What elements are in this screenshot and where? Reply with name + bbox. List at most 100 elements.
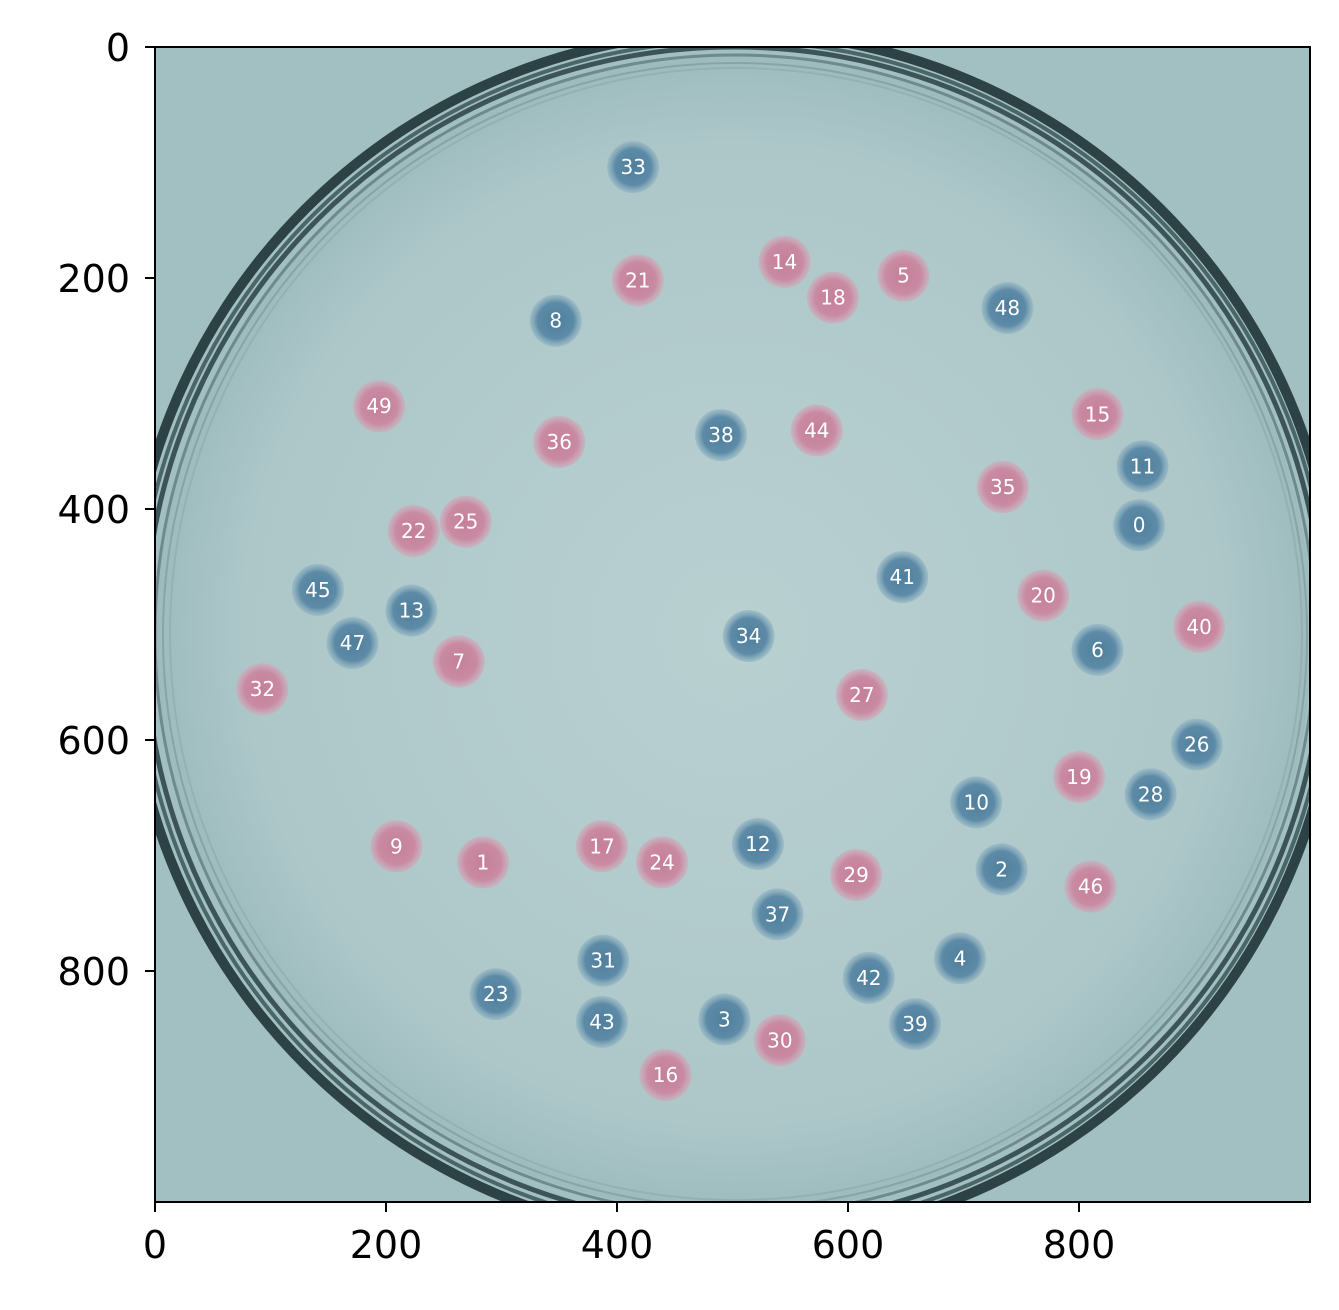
colony-marker: 37	[751, 888, 804, 941]
pink-colony	[790, 404, 843, 457]
axes-frame	[154, 46, 1311, 1203]
pink-colony	[370, 820, 423, 873]
blue-colony	[722, 610, 775, 663]
blue-colony	[1071, 623, 1124, 676]
colony-marker: 49	[353, 380, 406, 433]
blue-colony	[888, 998, 941, 1051]
colony-label: 20	[1030, 584, 1055, 608]
blue-colony	[1116, 440, 1169, 493]
pink-colony	[1064, 860, 1117, 913]
colony-label: 48	[995, 296, 1020, 320]
plate-rim	[155, 47, 1310, 1202]
colony-label: 3	[718, 1008, 731, 1032]
blue-colony	[731, 817, 784, 870]
blue-colony	[950, 776, 1003, 829]
blue-colony	[1170, 718, 1223, 771]
colony-marker: 42	[842, 951, 895, 1004]
colony-marker: 43	[575, 995, 628, 1048]
colony-label: 0	[1133, 513, 1146, 537]
y-tick-label: 600	[57, 719, 130, 763]
pink-colony	[877, 249, 930, 302]
pink-colony	[758, 235, 811, 288]
pink-colony	[1173, 600, 1226, 653]
colony-label: 45	[305, 578, 330, 602]
colony-marker: 10	[950, 776, 1003, 829]
colony-label: 24	[649, 850, 674, 874]
colony-marker: 40	[1173, 600, 1226, 653]
colony-label: 12	[745, 832, 770, 856]
pink-colony	[1071, 388, 1124, 441]
colony-label: 36	[547, 430, 572, 454]
colony-label: 31	[590, 949, 615, 973]
colony-label: 25	[453, 510, 478, 534]
colony-layer: 01 23456789101112131415161718192021222324…	[236, 141, 1226, 1101]
pink-colony	[1017, 569, 1070, 622]
colony-label: 40	[1186, 615, 1211, 639]
colony-marker: 32	[236, 663, 289, 716]
pink-colony	[575, 820, 628, 873]
colony-label: 46	[1078, 875, 1103, 899]
pink-colony	[1053, 750, 1105, 803]
pink-colony	[236, 663, 289, 716]
colony-label: 10	[963, 790, 988, 814]
x-tick-label: 400	[581, 1223, 654, 1267]
colony-label: 39	[902, 1012, 927, 1036]
blue-colony	[876, 551, 929, 604]
colony-marker: 31	[577, 934, 630, 987]
colony-label: 17	[589, 834, 614, 858]
blue-colony	[385, 584, 438, 637]
blue-colony	[751, 888, 804, 941]
colony-label: 15	[1085, 402, 1110, 426]
colony-label: 32	[250, 677, 275, 701]
colony-label: 7	[452, 649, 465, 673]
colony-marker: 4	[934, 932, 987, 985]
colony-marker: 47	[326, 616, 379, 669]
colony-label: 41	[890, 565, 915, 589]
y-tick-label: 400	[57, 488, 130, 532]
colony-label: 42	[856, 966, 881, 990]
colony-marker: 17	[575, 820, 628, 873]
colony-label: 47	[340, 631, 365, 655]
colony-label: 16	[653, 1063, 678, 1087]
blue-colony	[698, 993, 751, 1046]
colony-marker: 6	[1071, 623, 1124, 676]
colony-marker: 19	[1053, 750, 1105, 803]
blue-colony	[326, 616, 379, 669]
colony-label: 9	[390, 834, 403, 858]
colony-label: 27	[849, 683, 874, 707]
blue-colony	[842, 951, 895, 1004]
blue-colony	[1124, 768, 1177, 821]
colony-marker: 3	[698, 993, 751, 1046]
blue-colony	[975, 843, 1028, 896]
colony-label: 21	[625, 268, 650, 292]
colony-marker: 24	[636, 836, 689, 889]
colony-marker: 25	[439, 495, 492, 548]
blue-colony	[934, 932, 987, 985]
colony-marker: 11	[1116, 440, 1169, 493]
colony-label: 2	[995, 857, 1008, 881]
pink-colony	[387, 504, 440, 557]
x-tick-label: 600	[812, 1223, 885, 1267]
colony-label: 34	[736, 624, 761, 648]
colony-marker: 28	[1124, 768, 1177, 821]
colony-label: 37	[765, 902, 790, 926]
colony-marker: 2	[975, 843, 1028, 896]
colony-marker: 35	[976, 461, 1029, 514]
x-tick-label: 800	[1043, 1223, 1116, 1267]
blue-colony	[291, 563, 344, 616]
y-tick-label: 0	[106, 26, 130, 70]
colony-marker: 9	[370, 820, 423, 873]
colony-label: 1	[477, 850, 490, 874]
colony-label: 13	[399, 599, 424, 623]
pink-colony	[976, 461, 1029, 514]
colony-label: 19	[1066, 765, 1091, 789]
colony-marker: 0	[1113, 499, 1166, 552]
pink-colony	[457, 836, 510, 889]
blue-colony	[694, 409, 747, 462]
pink-colony	[830, 849, 883, 902]
colony-label: 35	[990, 475, 1015, 499]
colony-label: 26	[1184, 733, 1209, 757]
petri-dish-photo: 01 23456789101112131415161718192021222324…	[155, 47, 1310, 1202]
colony-marker: 5	[877, 249, 930, 302]
y-axis: 0 200 400 600 800	[57, 26, 155, 994]
